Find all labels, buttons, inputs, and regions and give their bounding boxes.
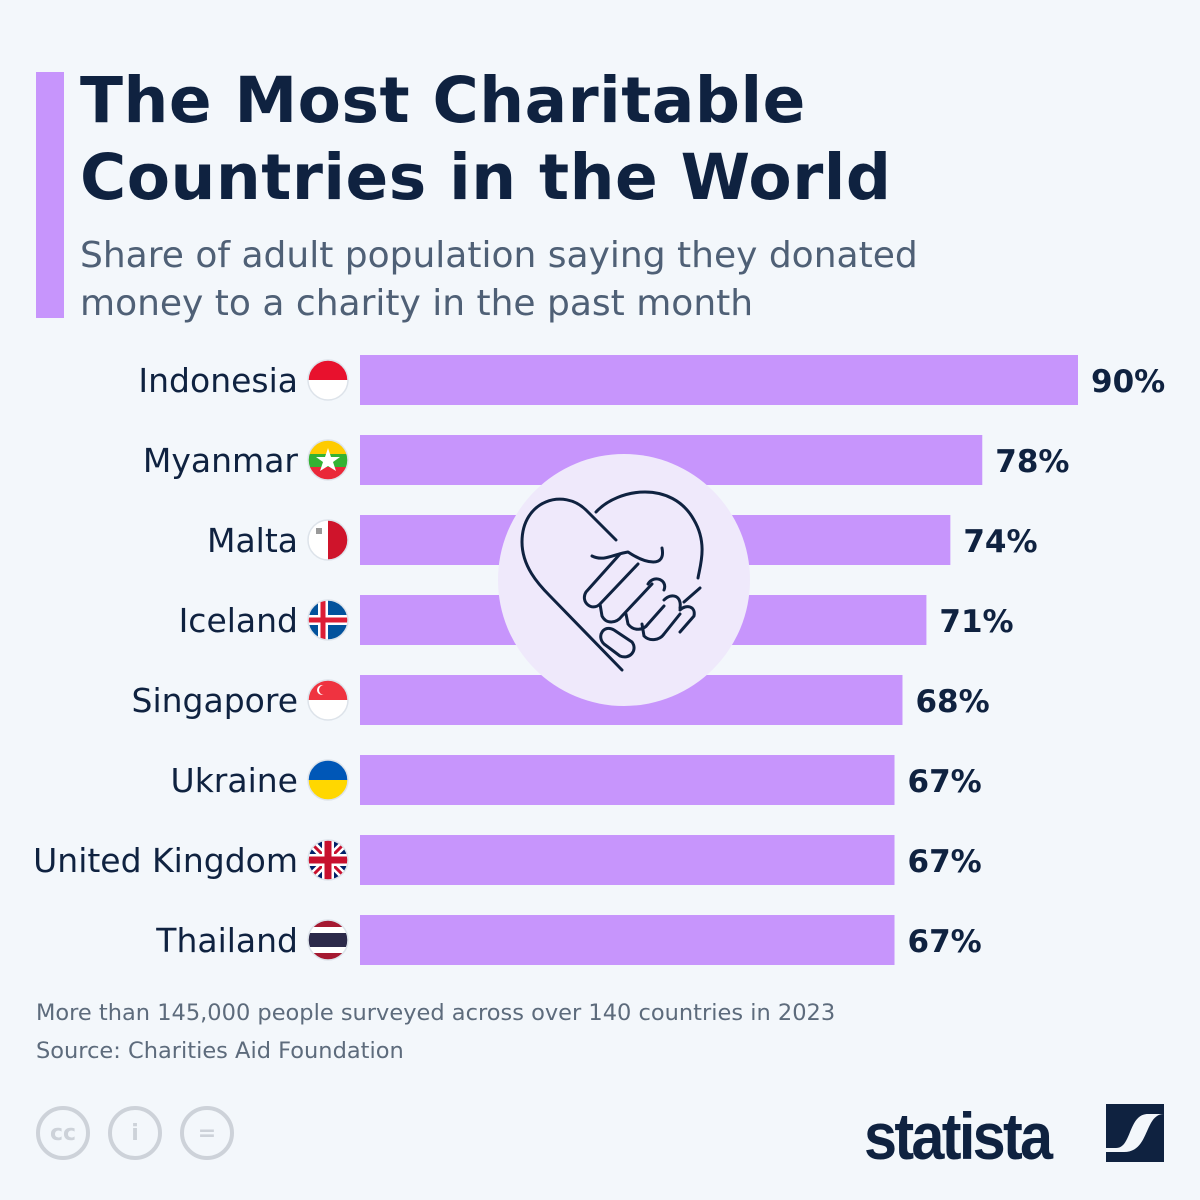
cc-icon: cc [36,1106,90,1160]
value-label: 90% [1091,364,1165,400]
value-label: 74% [963,524,1037,560]
myanmar-flag-icon [307,439,349,481]
category-label: United Kingdom [33,841,298,880]
footnote: More than 145,000 people surveyed across… [36,1000,836,1026]
chart-subtitle: Share of adult population saying they do… [80,232,1080,328]
title-accent-bar [36,72,64,318]
ukraine-flag-icon [307,759,349,801]
subtitle-line-1: Share of adult population saying they do… [80,235,918,276]
united-kingdom-flag-icon [307,839,349,881]
value-label: 67% [908,924,982,960]
value-label: 67% [908,764,982,800]
bar [360,355,1078,405]
category-label: Myanmar [143,441,299,480]
statista-logo-mark-icon [1106,1104,1164,1162]
malta-flag-icon [307,519,349,561]
bar-row: Indonesia 90% [138,355,1165,405]
bar [360,915,895,965]
indonesia-flag-icon [307,359,349,401]
bar-row: Thailand 67% [155,915,982,965]
category-label: Singapore [132,681,298,720]
bar-row: Ukraine 67% [171,755,982,805]
no-derivatives-icon: = [180,1106,234,1160]
attribution-icon: i [108,1106,162,1160]
bar-row: United Kingdom 67% [33,835,982,885]
category-label: Malta [207,521,298,560]
bar [360,755,895,805]
category-label: Thailand [155,921,298,960]
source: Source: Charities Aid Foundation [36,1038,404,1064]
category-label: Ukraine [171,761,298,800]
title-line-1: The Most Charitable [80,64,806,137]
title-line-2: Countries in the World [80,141,892,214]
heart-handshake-icon [498,454,750,706]
subtitle-line-2: money to a charity in the past month [80,283,754,324]
bar-chart: Indonesia 90% Myanmar 78% Malta 74% Iceland 71%… [33,355,1165,965]
value-label: 78% [995,444,1069,480]
category-label: Indonesia [138,361,298,400]
value-label: 71% [939,604,1013,640]
bar [360,835,895,885]
iceland-flag-icon [307,599,349,641]
chart-title: The Most Charitable Countries in the Wor… [80,62,891,216]
category-label: Iceland [179,601,298,640]
value-label: 67% [908,844,982,880]
statista-logo: statista [864,1099,1053,1173]
singapore-flag-icon [307,679,349,721]
value-label: 68% [915,684,989,720]
thailand-flag-icon [307,919,349,961]
